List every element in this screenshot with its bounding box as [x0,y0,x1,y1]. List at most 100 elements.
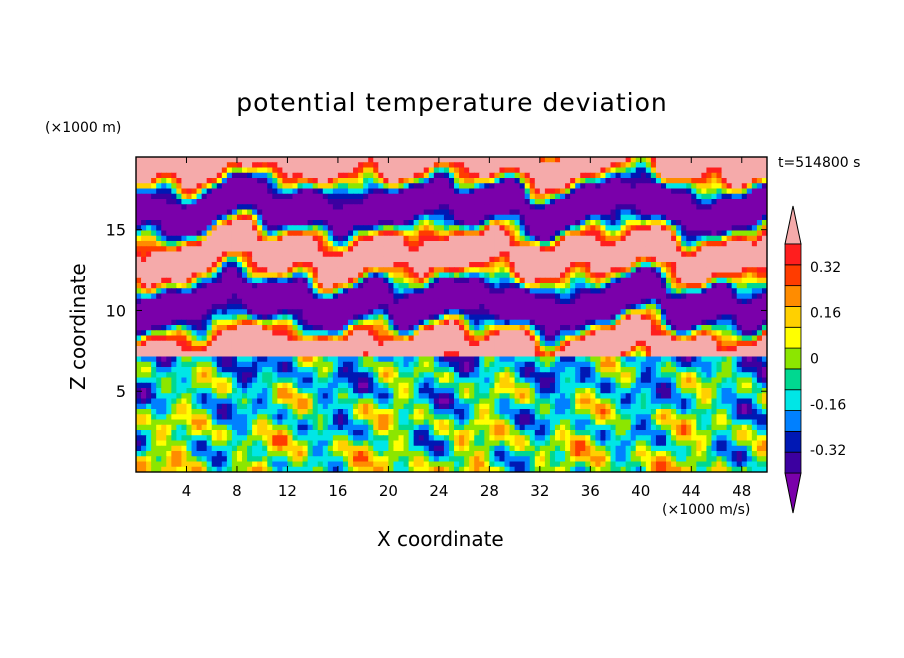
contour-cell [211,283,218,289]
contour-cell [332,214,339,221]
contour-cell [186,251,193,258]
contour-cell [605,214,612,221]
contour-cell [666,325,672,331]
contour-cell [312,267,319,274]
contour-cell [565,272,571,279]
contour-cell [474,314,480,321]
contour-cell [676,262,682,268]
contour-cell [509,172,516,179]
contour-cell [191,356,198,363]
contour-cell [161,256,167,263]
contour-cell [746,256,753,263]
contour-cell [302,267,309,274]
contour-cell [307,204,314,211]
contour-cell [585,346,591,352]
contour-cell [580,293,586,300]
contour-cell [529,319,536,326]
contour-cell [655,346,662,352]
contour-cell [635,183,642,190]
contour-cell [176,272,183,279]
contour-cell [337,199,344,205]
contour-cell [575,157,581,163]
contour-cell [358,340,364,347]
contour-cell [282,325,289,331]
contour-cell [252,235,258,242]
contour-cell [252,293,258,300]
contour-cell [645,246,652,253]
contour-cell [640,356,647,363]
contour-cell [292,199,299,205]
contour-cell [660,335,667,342]
contour-cell [610,188,617,195]
contour-cell [378,277,384,284]
contour-cell [272,262,278,268]
contour-cell [282,298,289,305]
contour-cell [403,172,410,179]
contour-cell [660,235,667,242]
contour-cell [560,288,566,295]
contour-cell [459,199,465,205]
contour-cell [751,267,758,274]
contour-cell [342,351,349,358]
contour-cell [191,330,198,337]
contour-cell [282,309,289,316]
contour-cell [403,319,410,326]
contour-cell [146,309,152,316]
contour-cell [671,351,677,358]
contour-cell [161,272,167,279]
contour-cell [575,235,581,242]
contour-cell [221,351,228,358]
contour-cell [469,267,475,274]
contour-cell [469,199,475,205]
contour-cell [408,319,415,326]
contour-cell [610,209,617,216]
contour-cell [565,319,571,326]
contour-cell [726,340,733,347]
contour-cell [373,246,379,253]
contour-cell [691,256,697,263]
contour-cell [499,340,506,347]
contour-cell [554,356,561,363]
contour-cell [418,157,425,163]
contour-cell [231,340,238,347]
contour-cell [151,225,157,232]
contour-cell [307,283,314,289]
contour-cell [534,262,541,268]
contour-cell [378,209,384,216]
contour-cell [691,309,697,316]
contour-cell [418,225,425,232]
contour-cell [514,298,521,305]
contour-cell [494,230,501,237]
contour-cell [499,272,506,279]
contour-cell [196,256,203,263]
contour-cell [342,314,349,321]
contour-cell [640,214,647,221]
contour-cell [388,283,395,289]
contour-cell [388,246,395,253]
contour-cell [161,209,167,216]
contour-cell [726,157,733,163]
contour-cell [565,330,571,337]
contour-cell [504,246,511,253]
contour-cell [615,178,622,184]
contour-cell [484,199,490,205]
contour-cell [655,267,662,274]
contour-cell [721,209,728,216]
contour-cell [363,330,369,337]
contour-cell [635,356,642,363]
contour-cell [756,325,763,331]
contour-cell [489,325,496,331]
contour-cell [640,262,647,268]
contour-cell [408,188,415,195]
contour-cell [660,304,667,310]
contour-cell [716,246,723,253]
contour-cell [620,167,627,174]
contour-cell [524,167,531,174]
contour-cell [549,204,556,211]
contour-cell [287,272,294,279]
contour-cell [398,214,405,221]
contour-cell [403,304,410,310]
contour-cell [519,251,526,258]
contour-cell [600,178,607,184]
contour-cell [363,288,369,295]
